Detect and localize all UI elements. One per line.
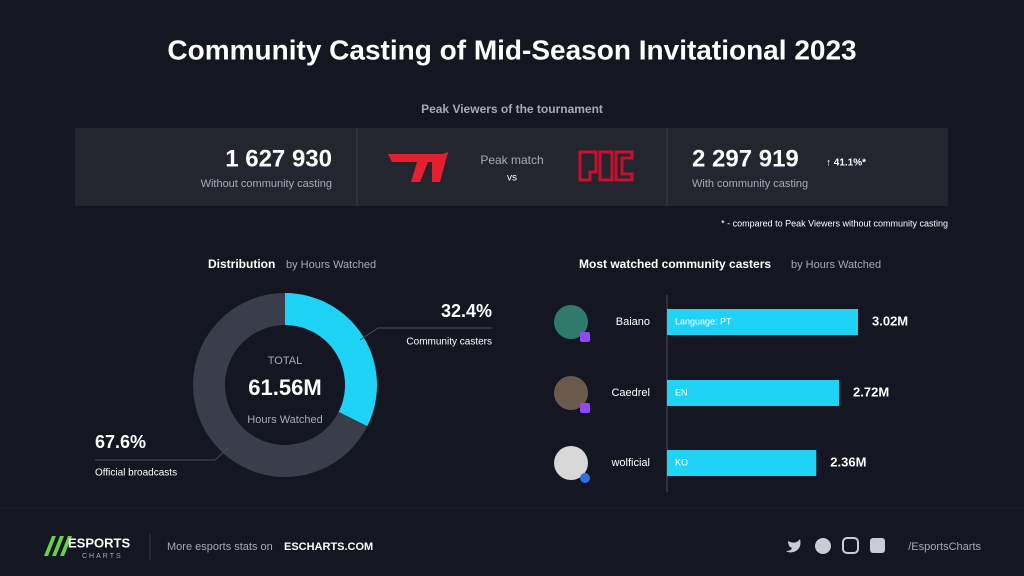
slice-name: Community casters: [406, 337, 492, 348]
platform-icon: [580, 473, 590, 483]
facebook-icon[interactable]: [815, 538, 831, 554]
brand: ESPORTS: [68, 535, 130, 550]
peak-heading: Peak Viewers of the tournament: [421, 102, 603, 116]
instagram-icon[interactable]: [842, 537, 859, 554]
brand-sub: CHARTS: [82, 553, 123, 560]
bar-inner-label: Language: PT: [675, 316, 732, 326]
footer-handle[interactable]: /EsportsCharts: [908, 541, 981, 553]
bar-category: wolficial: [610, 457, 650, 469]
bar-value: 2.36M: [830, 454, 866, 469]
avatar: [554, 305, 588, 339]
peak-change: ↑ 41.1%*: [826, 158, 866, 169]
bar-inner-label: KO: [675, 457, 688, 467]
brand-logo: [44, 536, 72, 556]
bar: [667, 450, 817, 476]
pie-slice: [192, 293, 368, 477]
bar-category: Caedrel: [611, 387, 650, 399]
leader-line: [359, 327, 492, 341]
avatars: [554, 305, 590, 483]
peak-box: [75, 128, 948, 206]
bar-value: 2.72M: [853, 384, 889, 399]
title: Community Casting of Mid-Season Invitati…: [167, 34, 856, 65]
avatar: [554, 446, 588, 480]
social-icons: [786, 537, 885, 554]
leader-line: [95, 447, 229, 461]
bar-value: 3.02M: [872, 313, 908, 328]
peak-match: Peak match: [480, 153, 543, 167]
linkedin-icon[interactable]: [870, 538, 885, 553]
pie-subtitle: by Hours Watched: [286, 259, 376, 271]
peak-with-label: With community casting: [692, 178, 808, 190]
pie-center-top: TOTAL: [268, 355, 302, 367]
vs: vs: [507, 173, 517, 184]
twitter-icon[interactable]: [786, 539, 801, 553]
bar-inner-label: EN: [675, 387, 688, 397]
pie-slice: [285, 293, 377, 427]
platform-icon: [580, 403, 590, 413]
bar-category: Baiano: [616, 316, 650, 328]
peak-without-label: Without community casting: [201, 178, 332, 190]
peak-with: 2 297 919: [692, 145, 799, 172]
bar: [667, 309, 859, 335]
platform-icon: [580, 332, 590, 342]
footer-site[interactable]: ESCHARTS.COM: [284, 541, 373, 553]
pie-center-value: 61.56M: [248, 375, 321, 400]
slice-name: Official broadcasts: [95, 468, 177, 479]
footer-more: More esports stats on: [167, 541, 273, 553]
pie-title: Distribution: [208, 257, 275, 271]
avatar: [554, 376, 588, 410]
bar: [667, 380, 840, 406]
slice-value: 32.4%: [441, 301, 492, 321]
bar-title: Most watched community casters: [579, 257, 771, 271]
team-logo-t1: [388, 152, 448, 182]
slice-value: 67.6%: [95, 432, 146, 452]
pie-center-bottom: Hours Watched: [247, 414, 322, 426]
peak-without: 1 627 930: [225, 145, 332, 172]
bar-subtitle: by Hours Watched: [791, 259, 881, 271]
team-logo-jdg: [578, 150, 634, 182]
footnote: * - compared to Peak Viewers without com…: [721, 218, 948, 228]
